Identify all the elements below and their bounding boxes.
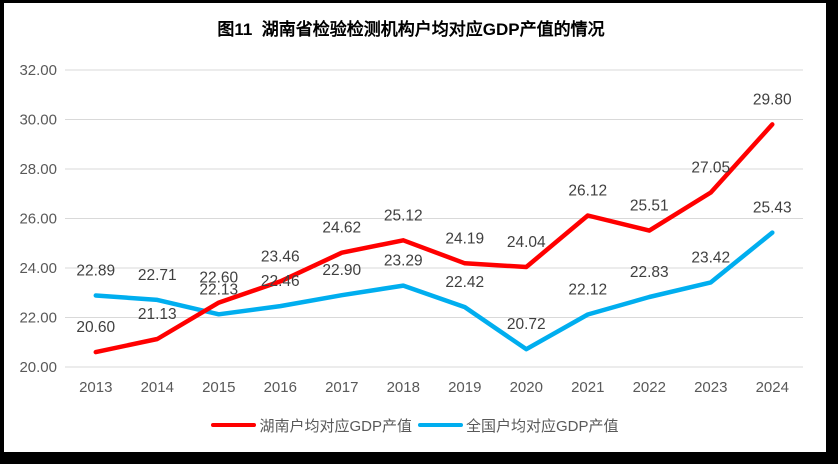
legend-item-national: 全国户均对应GDP产值 bbox=[418, 415, 619, 436]
national-legend-label: 全国户均对应GDP产值 bbox=[466, 417, 619, 435]
national-line-swatch bbox=[418, 422, 463, 428]
chart-title: 图11 湖南省检验检测机构户均对应GDP产值的情况 bbox=[217, 20, 605, 39]
hunan-line-swatch bbox=[211, 422, 257, 428]
legend: 湖南户均对应GDP产值 全国户均对应GDP产值 bbox=[4, 415, 826, 435]
legend-item-hunan: 湖南户均对应GDP产值 bbox=[211, 415, 412, 436]
hunan-legend-label: 湖南户均对应GDP产值 bbox=[259, 417, 412, 435]
